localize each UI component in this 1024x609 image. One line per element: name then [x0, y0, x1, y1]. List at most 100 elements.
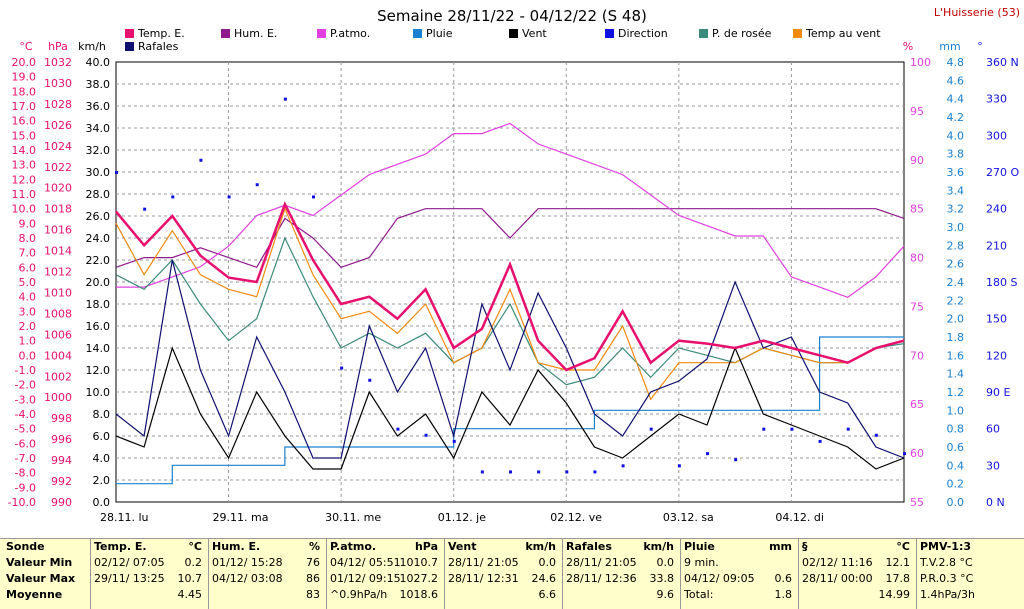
legend-item: Temp au vent — [793, 27, 881, 40]
wind-tick-label: 20.0 — [86, 276, 111, 289]
rain-tick-label: 1.8 — [947, 331, 965, 344]
hum-tick-label: 85 — [910, 203, 924, 216]
temp-tick-label: 9.0 — [19, 217, 37, 230]
legend-swatch — [125, 42, 134, 51]
direction-point — [480, 470, 484, 474]
series-line-temp-au-vent — [115, 206, 905, 401]
wind-tick-label: 16.0 — [86, 320, 111, 333]
direction-point — [396, 427, 400, 431]
stats-row: 4.45 — [94, 587, 206, 603]
stats-block-head: Hum. E.% — [212, 540, 320, 553]
day-label: 29.11. ma — [213, 511, 269, 524]
stats-cell-value: 1010.7 — [399, 556, 439, 569]
direction-point — [790, 427, 794, 431]
rain-tick-label: 4.4 — [947, 93, 965, 106]
temp-tick-label: 19.0 — [12, 71, 37, 84]
series-line-temp-e — [115, 201, 905, 372]
row-label-mean: Moyenne — [6, 588, 63, 601]
legend-swatch — [793, 29, 802, 38]
legend-label: Pluie — [426, 27, 453, 40]
axis-unit-label: km/h — [78, 40, 106, 53]
wind-tick-label: 14.0 — [86, 342, 111, 355]
stats-cell-label: 04/12/ 03:08 — [212, 572, 283, 585]
temp-tick-label: 2.0 — [19, 320, 37, 333]
stats-cell-label: 02/12/ 07:05 — [94, 556, 165, 569]
day-label: 28.11. lu — [100, 511, 149, 524]
rain-tick-label: 3.6 — [947, 166, 965, 179]
legend-swatch — [605, 29, 614, 38]
direction-point — [846, 427, 850, 431]
stats-row: 28/11/ 21:05 0.0 — [448, 555, 560, 571]
stats-cell-label: 01/12/ 09:15 — [330, 572, 401, 585]
direction-point — [903, 452, 906, 456]
weather-chart: Semaine 28/11/22 - 04/12/22 (S 48) L'Hui… — [7, 6, 1020, 524]
temp-tick-label: 15.0 — [12, 129, 37, 142]
press-tick-label: 1012 — [44, 266, 72, 279]
series-line-hum-e — [115, 208, 905, 269]
row-label-min: Valeur Min — [6, 556, 73, 569]
press-tick-label: 1002 — [44, 370, 72, 383]
stats-row: 01/12/ 15:28 76 — [212, 555, 324, 571]
press-tick-label: 998 — [51, 412, 72, 425]
plot-frame — [115, 61, 905, 503]
dir-tick-label: 180 S — [986, 276, 1017, 289]
series-line-p-atmo — [116, 122, 905, 298]
temp-tick-label: 3.0 — [19, 305, 37, 318]
stats-block-unit: km/h — [643, 540, 674, 553]
stats-block-head: Rafales km/h — [566, 540, 674, 553]
rain-tick-label: 3.4 — [947, 184, 965, 197]
plot-area — [115, 97, 906, 485]
dir-tick-label: 240 — [986, 203, 1007, 216]
stats-row: 14.99 — [802, 587, 914, 603]
rain-tick-label: 3.0 — [947, 221, 965, 234]
dir-tick-label: 360 N — [986, 56, 1019, 69]
rain-tick-label: 3.8 — [947, 148, 965, 161]
stats-cell-label: 28/11/ 21:05 — [566, 556, 637, 569]
stats-cell-label: Total: — [684, 588, 714, 601]
axis-unit-label: % — [903, 40, 913, 53]
dir-tick-label: 90 E — [986, 386, 1010, 399]
axis-unit-label: °C — [19, 40, 33, 53]
direction-point — [255, 183, 259, 187]
stats-block: Rafales km/h 28/11/ 21:05 0.0 28/11/ 12:36 33… — [566, 539, 678, 609]
stats-table: Sonde Valeur Min Valeur Max Moyenne Temp… — [0, 538, 1024, 609]
dir-tick-label: 150 — [986, 313, 1007, 326]
series-line-pluie — [116, 336, 904, 485]
temp-tick-label: 18.0 — [12, 85, 37, 98]
legend-item: Hum. E. — [221, 27, 277, 40]
rain-tick-label: 4.0 — [947, 129, 965, 142]
legend-item: Temp. E. — [125, 27, 185, 40]
rain-tick-label: 4.2 — [947, 111, 965, 124]
stats-row: 9.6 — [566, 587, 678, 603]
press-tick-label: 1016 — [44, 224, 72, 237]
stats-block-unit: % — [308, 540, 320, 553]
rain-tick-label: 2.8 — [947, 239, 965, 252]
day-label: 30.11. me — [325, 511, 381, 524]
rain-tick-label: 0.0 — [947, 496, 965, 509]
stats-block-head: Vent km/h — [448, 540, 556, 553]
wind-tick-label: 18.0 — [86, 298, 111, 311]
table-separator — [916, 539, 917, 609]
rain-tick-label: 0.4 — [947, 459, 965, 472]
table-separator — [326, 539, 327, 609]
rain-tick-label: 1.4 — [947, 368, 965, 381]
stats-cell-value: 24.6 — [531, 572, 557, 585]
temp-tick-label: 8.0 — [19, 232, 37, 245]
stats-row: 04/12/ 05:51 1010.7 — [330, 555, 442, 571]
stats-block: P.atmo. hPa 04/12/ 05:51 1010.7 01/12/ 09:15… — [330, 539, 442, 609]
rain-tick-label: 2.0 — [947, 313, 965, 326]
temp-tick-label: -5.0 — [15, 423, 36, 436]
temp-tick-label: -4.0 — [15, 408, 36, 421]
legend: Temp. E. Hum. E. P.atmo. Pluie Vent Direction… — [125, 27, 881, 53]
series-line-vent — [115, 346, 905, 470]
press-tick-label: 992 — [51, 475, 72, 488]
day-label: 03.12. sa — [663, 511, 714, 524]
stats-cell-value: 12.1 — [885, 556, 911, 569]
legend-label: Temp. E. — [137, 27, 185, 40]
stats-row: 29/11/ 13:25 10.7 — [94, 571, 206, 587]
stats-cell-value: 33.8 — [649, 572, 675, 585]
legend-swatch — [509, 29, 518, 38]
wind-tick-label: 38.0 — [86, 78, 111, 91]
press-tick-label: 994 — [51, 454, 72, 467]
temp-tick-label: 4.0 — [19, 291, 37, 304]
